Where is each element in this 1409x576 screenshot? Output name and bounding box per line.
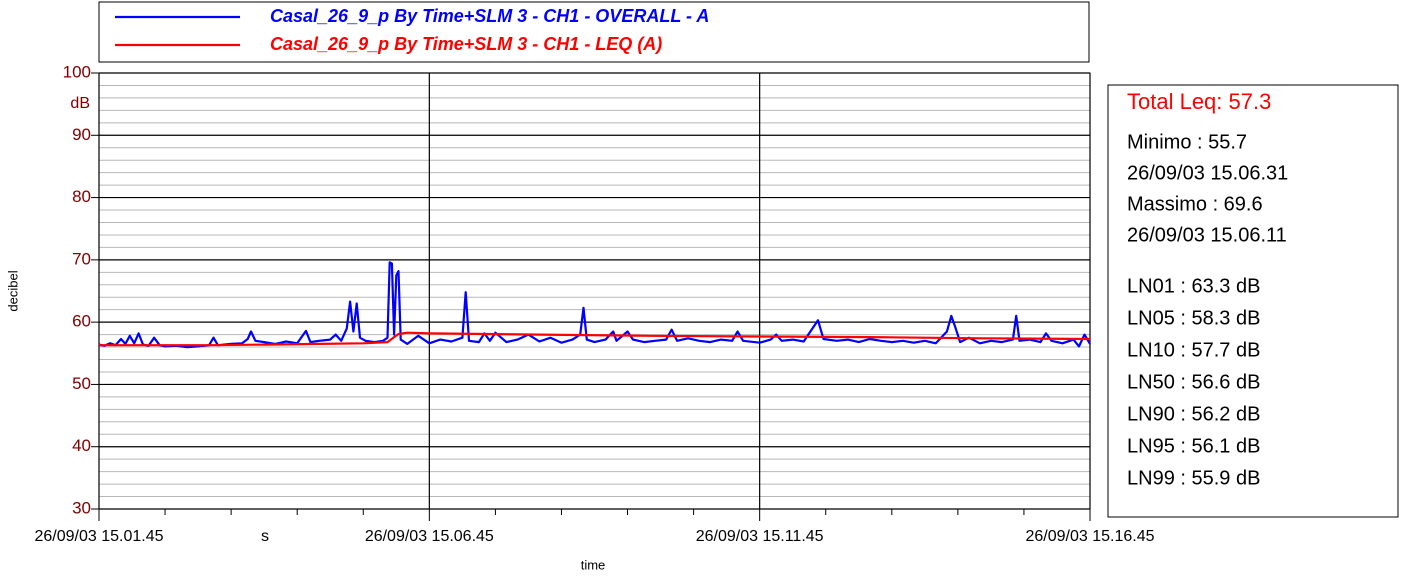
x-unit: s [261, 528, 269, 545]
stats-ln: LN95 : 56.1 dB [1127, 435, 1260, 457]
y-tick-label: 30 [72, 498, 91, 517]
x-tick-label: 26/09/03 15.11.45 [696, 528, 824, 545]
stats-ln: LN01 : 63.3 dB [1127, 275, 1260, 297]
stats-ln: LN05 : 58.3 dB [1127, 307, 1260, 329]
stats-line: 26/09/03 15.06.11 [1127, 224, 1287, 246]
y-tick-label: 60 [72, 312, 91, 331]
stats-ln: LN99 : 55.9 dB [1127, 467, 1260, 489]
stats-ln: LN90 : 56.2 dB [1127, 403, 1260, 425]
total-leq: Total Leq: 57.3 [1127, 89, 1271, 114]
x-axis-label: time [581, 557, 606, 572]
y-unit: dB [70, 95, 90, 112]
plot-frame [98, 72, 1091, 510]
stats-line: 26/09/03 15.06.31 [1127, 162, 1288, 184]
y-tick-label: 90 [72, 125, 91, 144]
y-tick-label: 80 [72, 187, 91, 206]
stats-ln: LN10 : 57.7 dB [1127, 339, 1260, 361]
y-axis-label: decibel [5, 270, 20, 311]
legend-label: Casal_26_9_p By Time+SLM 3 - CH1 - OVERA… [270, 6, 709, 26]
legend-label: Casal_26_9_p By Time+SLM 3 - CH1 - LEQ (… [270, 34, 662, 54]
legend-box [98, 1, 1090, 63]
stats-ln: LN50 : 56.6 dB [1127, 371, 1260, 393]
stats-box [1107, 84, 1399, 518]
y-tick-label: 40 [72, 436, 91, 455]
x-tick-label: 26/09/03 15.01.45 [34, 528, 163, 545]
y-tick-label: 100 [63, 62, 91, 81]
series-line [99, 331, 1091, 347]
x-tick-label: 26/09/03 15.16.45 [1025, 528, 1154, 545]
stats-line: Massimo : 69.6 [1127, 193, 1263, 215]
stats-line: Minimo : 55.7 [1127, 131, 1247, 153]
x-tick-label: 26/09/03 15.06.45 [365, 528, 494, 545]
y-tick-label: 50 [72, 374, 91, 393]
y-tick-label: 70 [72, 249, 91, 268]
